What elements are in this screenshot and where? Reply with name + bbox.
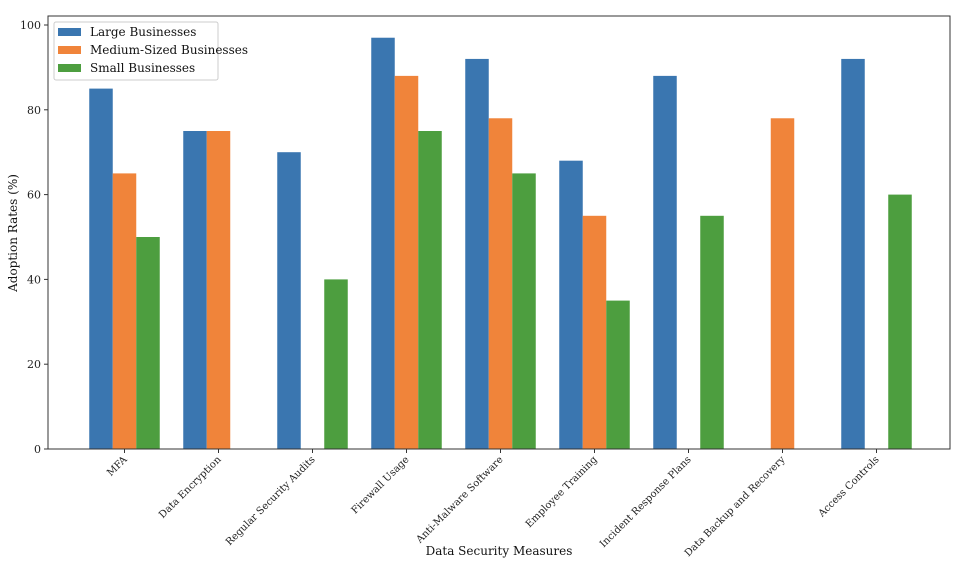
bar-2-0 xyxy=(136,237,160,449)
bar-2-2 xyxy=(324,279,348,449)
x-tick-label: Incident Response Plans xyxy=(598,454,694,550)
x-tick-label: Employee Training xyxy=(524,454,600,530)
legend-label: Large Businesses xyxy=(90,25,196,39)
y-tick-label: 80 xyxy=(27,104,41,117)
x-tick-label: MFA xyxy=(105,454,130,479)
x-tick-label: Firewall Usage xyxy=(350,454,412,516)
legend-label: Medium-Sized Businesses xyxy=(90,43,248,57)
y-tick-label: 20 xyxy=(27,358,41,371)
legend-label: Small Businesses xyxy=(90,61,195,75)
y-tick-label: 60 xyxy=(27,189,41,202)
bar-1-5 xyxy=(582,215,607,449)
x-tick-label: Access Controls xyxy=(816,454,882,520)
bar-2-5 xyxy=(606,300,630,449)
bar-1-1 xyxy=(206,131,231,449)
bar-2-6 xyxy=(700,215,724,449)
y-tick-label: 40 xyxy=(27,273,41,286)
y-axis-label: Adoption Rates (%) xyxy=(6,174,20,293)
x-tick-label: Regular Security Audits xyxy=(224,454,318,548)
bar-1-3 xyxy=(394,75,419,449)
legend-frame xyxy=(53,21,219,81)
bar-1-0 xyxy=(112,173,137,449)
bar-0-1 xyxy=(183,131,207,449)
x-tick-label: Data Backup and Recovery xyxy=(683,454,788,559)
y-tick-label: 0 xyxy=(34,443,41,456)
x-axis-label: Data Security Measures xyxy=(426,544,573,558)
bar-2-8 xyxy=(888,194,912,449)
x-axis: MFA Data Encryption Regular Security Audit… xyxy=(105,449,882,559)
legend-swatch xyxy=(58,46,81,54)
legend-swatch xyxy=(58,64,81,72)
bars-layer xyxy=(89,37,912,450)
x-tick-label: Data Encryption xyxy=(157,454,224,521)
bar-0-3 xyxy=(371,37,395,449)
x-tick-label: Anti-Malware Software xyxy=(414,454,506,546)
bar-0-4 xyxy=(465,58,489,450)
bar-0-8 xyxy=(841,58,865,450)
bar-2-4 xyxy=(512,173,536,449)
bar-0-5 xyxy=(559,160,583,449)
bar-1-4 xyxy=(488,118,513,449)
bar-2-3 xyxy=(418,131,442,449)
bar-1-7 xyxy=(770,118,795,449)
bar-0-2 xyxy=(277,152,301,449)
plot-frame xyxy=(47,15,951,450)
y-axis: 0 20 40 60 80 100 xyxy=(20,19,48,456)
y-tick-label: 100 xyxy=(20,19,41,32)
bar-0-0 xyxy=(89,88,113,449)
bar-0-6 xyxy=(653,75,677,449)
legend: Large Businesses Medium-Sized Businesses S… xyxy=(53,21,248,81)
legend-swatch xyxy=(58,28,81,36)
